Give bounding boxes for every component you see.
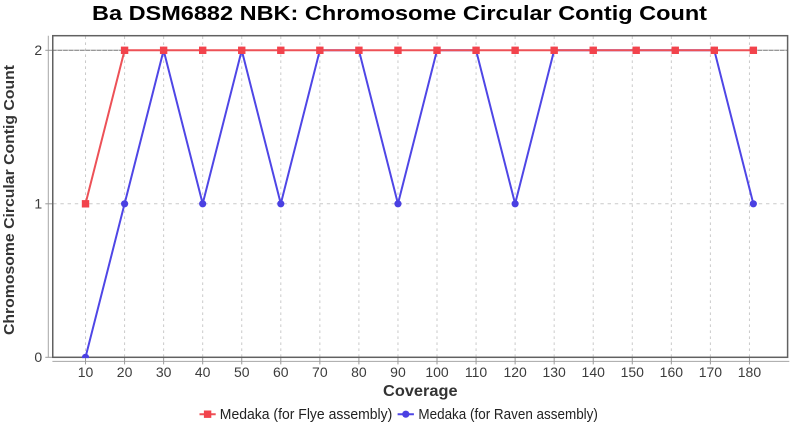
- svg-text:180: 180: [738, 364, 762, 380]
- svg-text:100: 100: [425, 364, 449, 380]
- svg-text:140: 140: [582, 364, 606, 380]
- svg-text:60: 60: [273, 364, 289, 380]
- svg-text:150: 150: [621, 364, 645, 380]
- svg-text:Chromosome Circular Contig Cou: Chromosome Circular Contig Count: [2, 65, 18, 335]
- svg-text:70: 70: [312, 364, 328, 380]
- svg-text:90: 90: [390, 364, 406, 380]
- svg-text:10: 10: [78, 364, 94, 380]
- svg-text:110: 110: [465, 364, 488, 380]
- svg-text:Ba DSM6882 NBK: Chromosome Cir: Ba DSM6882 NBK: Chromosome Circular Cont…: [92, 3, 707, 25]
- svg-text:50: 50: [234, 364, 250, 380]
- svg-text:120: 120: [503, 364, 527, 380]
- svg-text:130: 130: [542, 364, 566, 380]
- svg-text:170: 170: [699, 364, 723, 380]
- svg-text:Medaka (for Flye assembly): Medaka (for Flye assembly): [220, 407, 392, 423]
- svg-text:40: 40: [195, 364, 211, 380]
- svg-text:30: 30: [156, 364, 172, 380]
- svg-text:80: 80: [351, 364, 367, 380]
- svg-text:Coverage: Coverage: [383, 383, 458, 400]
- svg-text:2: 2: [34, 42, 42, 58]
- svg-text:20: 20: [117, 364, 133, 380]
- svg-text:160: 160: [660, 364, 684, 380]
- svg-text:0: 0: [34, 349, 42, 365]
- svg-text:1: 1: [34, 196, 42, 212]
- svg-text:Medaka (for Raven assembly): Medaka (for Raven assembly): [418, 407, 598, 423]
